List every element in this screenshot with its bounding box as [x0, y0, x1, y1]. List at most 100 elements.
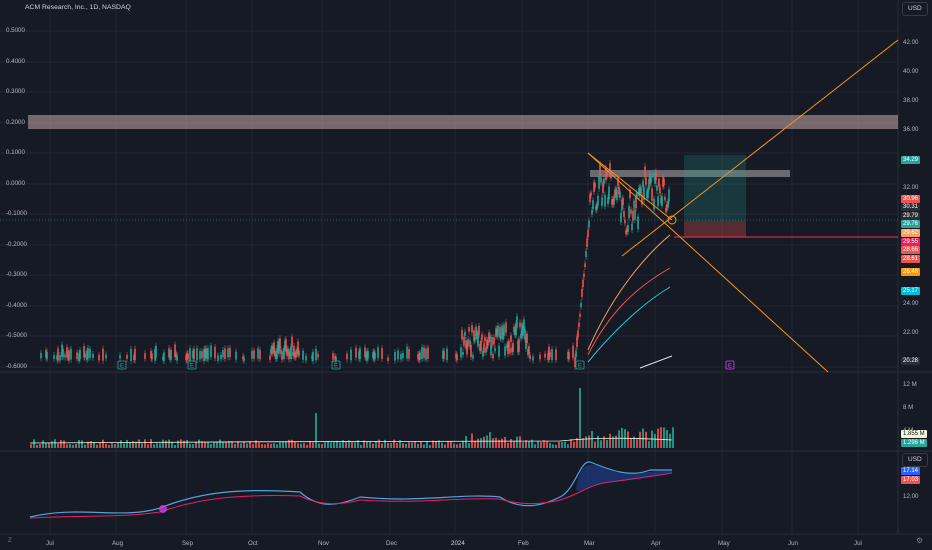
candle	[592, 200, 594, 209]
candle	[489, 334, 491, 343]
volume-bar	[240, 443, 242, 448]
volume-tag: 1.855 M	[901, 430, 927, 438]
volume-bar	[294, 441, 296, 448]
volume-bar	[75, 444, 77, 448]
candle	[387, 357, 389, 361]
currency-button[interactable]: USD	[902, 2, 928, 16]
volume-bar	[402, 443, 404, 448]
earnings-marker	[331, 360, 341, 370]
chart-title: ACM Research, Inc., 1D, NASDAQ	[25, 4, 131, 11]
candle	[206, 350, 208, 359]
candle	[61, 344, 63, 358]
candle	[666, 203, 668, 209]
candle	[274, 350, 276, 357]
volume-bar	[456, 444, 458, 448]
volume-bar	[474, 440, 476, 448]
volume-bar	[585, 436, 587, 448]
candle	[591, 210, 593, 215]
candle	[92, 353, 94, 358]
candle	[464, 331, 466, 336]
candle	[461, 329, 463, 340]
candle	[186, 353, 188, 361]
candle	[514, 329, 516, 336]
volume-bar	[507, 442, 509, 448]
candle	[501, 325, 503, 336]
volume-bar	[546, 440, 548, 448]
price-tag: 29.76	[901, 220, 921, 228]
candle	[667, 201, 669, 208]
volume-bar	[309, 441, 311, 448]
candle	[519, 322, 521, 328]
volume-bar	[444, 444, 446, 448]
candle	[568, 351, 570, 360]
candle	[315, 348, 317, 361]
volume-bar	[576, 437, 578, 448]
volume-bar	[270, 443, 272, 448]
volume-bar	[153, 444, 155, 448]
right-axis-label: 22.00	[903, 329, 919, 336]
candle	[280, 349, 282, 355]
candle	[176, 355, 178, 361]
candle	[279, 338, 281, 349]
volume-bar	[213, 442, 215, 448]
candle	[587, 229, 589, 237]
candle	[663, 178, 665, 186]
right-axis-label: 24.00	[903, 300, 919, 307]
volume-bar	[609, 433, 611, 448]
candle	[617, 177, 619, 186]
candle	[656, 185, 658, 191]
candle	[346, 353, 348, 360]
volume-bar	[303, 443, 305, 448]
candle	[627, 225, 629, 233]
price-tag: 28.66	[901, 246, 921, 254]
volume-bar	[330, 442, 332, 448]
volume-bar	[84, 444, 86, 448]
candle	[89, 348, 91, 358]
gear-icon[interactable]: ⚙	[916, 536, 924, 545]
candle	[253, 350, 255, 359]
oscillator-tag: 17.14	[901, 467, 921, 475]
left-axis-label: -0.3000	[6, 271, 27, 278]
earnings-marker	[117, 360, 127, 370]
candle	[302, 350, 304, 360]
osc-currency-button[interactable]: USD	[902, 453, 928, 467]
candle	[482, 351, 484, 357]
volume-bar	[81, 440, 83, 448]
volume-bar	[351, 441, 353, 448]
volume-bar	[555, 444, 557, 448]
candle	[643, 187, 645, 201]
volume-bar	[210, 443, 212, 448]
candle	[271, 345, 273, 355]
candle	[610, 172, 612, 179]
volume-bar	[186, 440, 188, 448]
candle	[175, 353, 177, 358]
candle	[204, 348, 206, 358]
candle	[521, 323, 523, 337]
volume-bar	[342, 440, 344, 448]
time-label: Jun	[788, 540, 798, 547]
candle	[572, 345, 574, 358]
left-axis-label: -0.4000	[6, 302, 27, 309]
volume-bar	[204, 442, 206, 448]
volume-bar	[384, 439, 386, 448]
candle	[423, 347, 425, 358]
price-tag: 30.96	[901, 195, 921, 203]
candle	[547, 353, 549, 360]
candle	[505, 322, 507, 333]
volume-bar	[648, 441, 650, 448]
candle	[488, 332, 490, 340]
candle	[603, 178, 605, 184]
volume-bar	[291, 439, 293, 448]
volume-bar	[636, 439, 638, 448]
volume-bar	[36, 444, 38, 448]
candle	[485, 347, 487, 353]
candle	[510, 335, 512, 342]
right-axis-label: 32.00	[903, 184, 919, 191]
candle	[312, 351, 314, 361]
candle	[400, 354, 402, 360]
candle	[504, 346, 506, 356]
candle	[632, 210, 634, 221]
candle	[421, 347, 423, 360]
tradingview-logo-icon[interactable]: Z	[8, 538, 12, 544]
